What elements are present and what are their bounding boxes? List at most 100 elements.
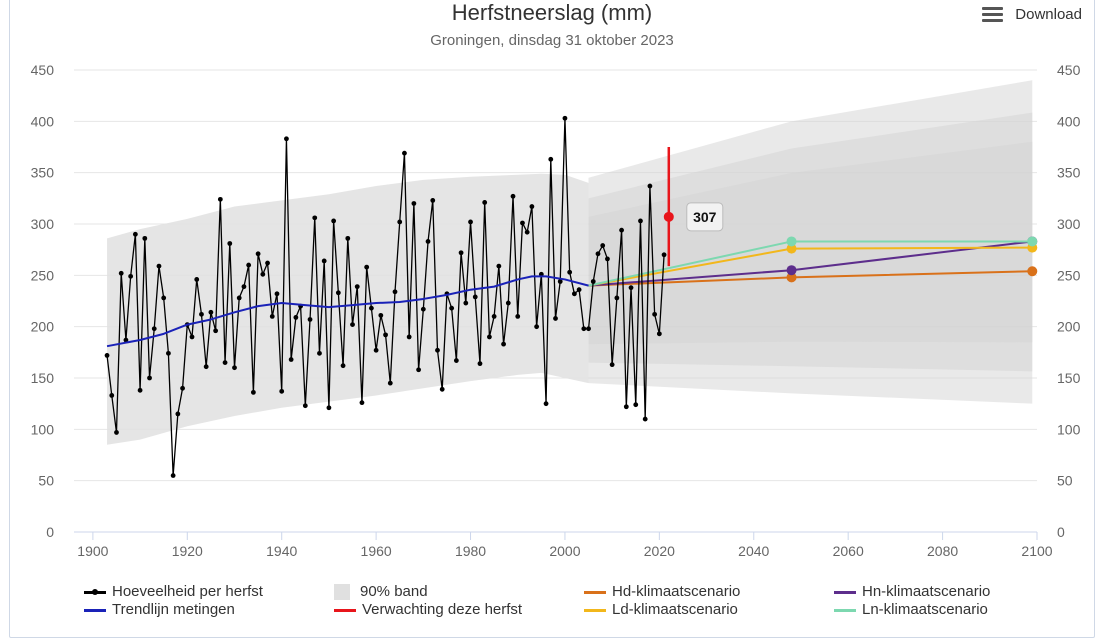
measurement-point: [477, 361, 483, 367]
measurement-point: [567, 269, 573, 275]
legend-item-hn[interactable]: Hn-klimaatscenario: [834, 583, 990, 600]
measurement-point: [586, 326, 591, 332]
legend-symbol-line: [834, 586, 856, 598]
measurement-point: [156, 263, 162, 269]
measurement-point: [510, 193, 516, 199]
measurement-point: [317, 350, 322, 356]
y-tick-label-right: 100: [1057, 421, 1081, 437]
legend-label: Hd-klimaatscenario: [612, 583, 741, 600]
measurement-point: [241, 284, 247, 290]
measurement-point: [288, 357, 294, 362]
measurement-point: [458, 250, 464, 256]
y-tick-label-left: 250: [31, 267, 55, 283]
legend-symbol-line-dot: [84, 586, 106, 598]
measurement-point: [166, 350, 171, 356]
measurement-point: [109, 393, 115, 398]
measurement-point: [449, 305, 455, 311]
measurement-point: [600, 243, 606, 248]
measurement-point: [250, 389, 256, 395]
legend-item-ln[interactable]: Ln-klimaatscenario: [834, 601, 988, 618]
measurement-point: [142, 235, 148, 241]
measurement-point: [397, 219, 403, 225]
measurement-point: [265, 260, 270, 266]
scenario-marker-ld: [786, 243, 797, 254]
measurement-point: [402, 150, 407, 156]
measurement-point: [213, 328, 219, 334]
measurement-point: [520, 220, 525, 226]
x-tick-label: 2060: [833, 543, 864, 559]
measurement-point: [387, 380, 393, 386]
measurement-point: [642, 416, 648, 422]
y-tick-label-right: 0: [1057, 524, 1065, 540]
measurement-point: [246, 262, 252, 268]
measurement-point: [468, 219, 473, 225]
measurement-point: [496, 263, 502, 269]
measurement-point: [203, 364, 209, 370]
expectation-label-box: [686, 202, 724, 232]
measurement-point: [524, 229, 530, 235]
expectation-point: [663, 211, 674, 222]
download-label[interactable]: Download: [1015, 6, 1082, 23]
hamburger-menu-icon[interactable]: [982, 6, 1004, 23]
y-tick-label-right: 250: [1057, 267, 1081, 283]
y-tick-label-left: 0: [46, 524, 54, 540]
measurement-point: [123, 337, 129, 343]
y-tick-label-right: 300: [1057, 216, 1081, 232]
measurement-point: [378, 312, 384, 318]
scenario-marker-hd: [786, 272, 797, 283]
legend-item-hd[interactable]: Hd-klimaatscenario: [584, 583, 740, 600]
measurement-point: [425, 239, 431, 244]
measurement-point: [312, 215, 318, 221]
measurement-point: [335, 290, 341, 296]
measurement-point: [364, 264, 370, 270]
legend-symbol-box: [334, 583, 350, 600]
x-tick-label: 2000: [549, 543, 580, 559]
measurement-point: [255, 251, 261, 257]
y-tick-label-left: 100: [31, 421, 55, 437]
measurement-point: [590, 279, 596, 284]
x-tick-label: 1960: [361, 543, 392, 559]
measurement-point: [279, 388, 285, 394]
measurement-point: [392, 289, 398, 295]
measurement-point: [232, 365, 237, 371]
measurement-point: [548, 156, 554, 162]
legend-item-trend[interactable]: Trendlijn metingen: [84, 601, 235, 618]
scenario-marker-hd: [1027, 266, 1038, 277]
measurement-point: [132, 231, 138, 237]
y-tick-label-left: 150: [31, 370, 55, 386]
y-tick-label-left: 50: [38, 473, 54, 489]
measurement-point: [227, 241, 233, 246]
measurement-point: [439, 386, 445, 392]
measurement-point: [435, 347, 440, 353]
band-area: [107, 173, 589, 445]
x-tick-label: 2040: [738, 543, 769, 559]
measurement-point: [217, 196, 223, 202]
chart-subtitle: Groningen, dinsdag 31 oktober 2023: [430, 32, 674, 49]
measurement-point: [652, 311, 658, 317]
legend-symbol-line: [334, 604, 356, 616]
legend-item-ld[interactable]: Ld-klimaatscenario: [584, 601, 738, 618]
measurement-point: [614, 295, 620, 301]
legend-item-band[interactable]: 90% band: [334, 583, 428, 600]
trend-line: [106, 275, 589, 348]
legend-symbol-line: [584, 586, 606, 598]
measurement-point: [307, 317, 313, 322]
measurement-point: [411, 201, 417, 206]
legend-item-measurements[interactable]: Hoeveelheid per herfst: [84, 583, 263, 600]
x-tick-label: 1920: [172, 543, 203, 559]
measurement-point: [373, 347, 379, 353]
expectation-data-label: 307: [693, 209, 717, 225]
measurement-point: [208, 309, 214, 315]
x-tick-label: 1940: [266, 543, 297, 559]
measurement-point: [151, 326, 157, 332]
measurement-point: [647, 183, 653, 189]
measurement-point: [633, 402, 639, 408]
measurement-point: [482, 200, 488, 205]
measurement-point: [383, 332, 388, 338]
download-button[interactable]: Download: [982, 6, 1082, 23]
measurement-point: [170, 473, 176, 478]
legend-item-expectation[interactable]: Verwachting deze herfst: [334, 601, 522, 618]
measurement-point: [638, 218, 643, 224]
measurement-point: [274, 291, 280, 297]
y-tick-label-right: 400: [1057, 113, 1081, 129]
